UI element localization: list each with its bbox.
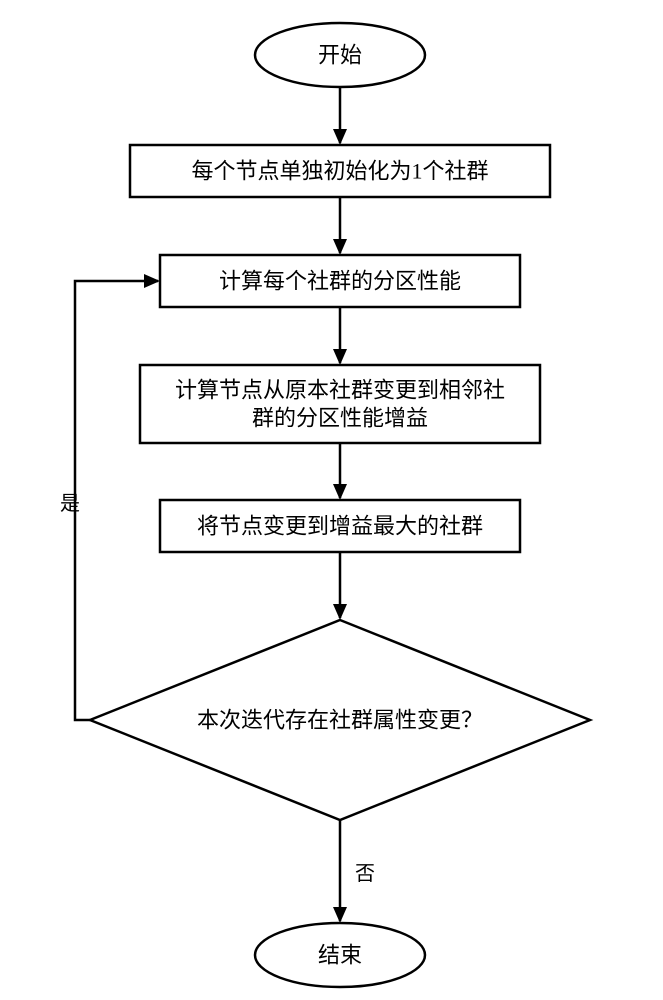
process-move-node: 将节点变更到增益最大的社群 [160, 500, 520, 552]
conn-gain-move [333, 443, 347, 500]
svg-text:群的分区性能增益: 群的分区性能增益 [252, 406, 428, 431]
svg-text:计算节点从原本社群变更到相邻社: 计算节点从原本社群变更到相邻社 [175, 378, 505, 403]
conn-calc-gain [333, 307, 347, 365]
process-init: 每个节点单独初始化为1个社群 [130, 145, 550, 197]
terminal-start: 开始 [255, 23, 425, 87]
conn-dec-end [333, 820, 347, 923]
conn-init-calc [333, 197, 347, 255]
conn-start-init [333, 87, 347, 145]
process-calc-perf: 计算每个社群的分区性能 [160, 255, 520, 307]
svg-text:将节点变更到增益最大的社群: 将节点变更到增益最大的社群 [197, 514, 483, 539]
svg-text:每个节点单独初始化为1个社群: 每个节点单独初始化为1个社群 [191, 159, 488, 184]
svg-text:开始: 开始 [318, 43, 362, 68]
svg-text:计算每个社群的分区性能: 计算每个社群的分区性能 [219, 269, 461, 294]
svg-text:本次迭代存在社群属性变更？: 本次迭代存在社群属性变更？ [197, 708, 483, 733]
process-calc-gain: 计算节点从原本社群变更到相邻社群的分区性能增益 [140, 365, 540, 443]
svg-text:结束: 结束 [318, 943, 362, 968]
decision-changed: 本次迭代存在社群属性变更？ [90, 620, 590, 820]
conn-yes-loop [75, 274, 160, 720]
label-yes: 是 [60, 493, 80, 515]
terminal-end: 结束 [255, 923, 425, 987]
label-no: 否 [355, 863, 375, 885]
conn-move-dec [333, 552, 347, 620]
